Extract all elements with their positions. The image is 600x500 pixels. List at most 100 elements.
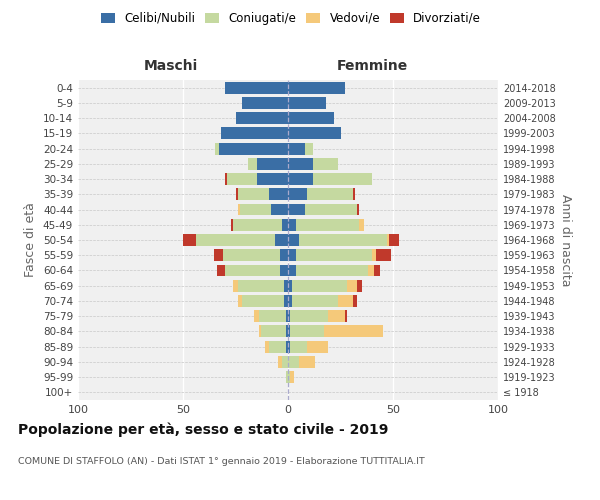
Bar — [235, 188, 238, 200]
Bar — [296, 219, 359, 230]
Bar — [296, 264, 368, 276]
Text: Popolazione per età, sesso e stato civile - 2019: Popolazione per età, sesso e stato civil… — [18, 422, 388, 437]
Text: COMUNE DI STAFFOLO (AN) - Dati ISTAT 1° gennaio 2019 - Elaborazione TUTTITALIA.I: COMUNE DI STAFFOLO (AN) - Dati ISTAT 1° … — [18, 458, 425, 466]
Bar — [217, 264, 225, 276]
Bar — [238, 188, 269, 200]
Bar — [254, 310, 259, 322]
Bar — [238, 280, 284, 291]
Bar — [296, 250, 372, 261]
Bar — [218, 142, 288, 154]
Bar — [280, 250, 288, 261]
Bar — [269, 188, 288, 200]
Bar — [288, 158, 313, 170]
Bar — [284, 295, 288, 307]
Bar — [288, 371, 290, 383]
Legend: Celibi/Nubili, Coniugati/e, Vedovi/e, Divorziati/e: Celibi/Nubili, Coniugati/e, Vedovi/e, Di… — [97, 8, 485, 28]
Bar — [242, 97, 288, 109]
Bar — [313, 158, 338, 170]
Bar — [215, 250, 223, 261]
Bar — [286, 310, 288, 322]
Bar — [238, 295, 242, 307]
Bar — [259, 310, 286, 322]
Bar — [269, 340, 286, 352]
Bar — [280, 264, 288, 276]
Bar — [324, 326, 383, 338]
Bar — [353, 295, 358, 307]
Bar — [292, 280, 347, 291]
Bar — [288, 173, 313, 185]
Bar — [313, 173, 372, 185]
Bar — [288, 356, 299, 368]
Bar — [259, 326, 260, 338]
Bar — [240, 204, 271, 216]
Bar — [288, 234, 299, 246]
Bar — [242, 295, 284, 307]
Bar — [183, 234, 196, 246]
Bar — [277, 356, 282, 368]
Bar — [353, 188, 355, 200]
Bar — [288, 340, 290, 352]
Bar — [265, 340, 269, 352]
Bar — [227, 173, 257, 185]
Bar — [232, 219, 233, 230]
Bar — [286, 340, 288, 352]
Bar — [358, 280, 361, 291]
Bar — [221, 128, 288, 140]
Bar — [271, 204, 288, 216]
Bar — [374, 264, 380, 276]
Bar — [288, 295, 292, 307]
Bar — [358, 204, 359, 216]
Text: Femmine: Femmine — [337, 58, 407, 72]
Bar — [288, 82, 345, 94]
Bar — [288, 264, 296, 276]
Bar — [288, 219, 296, 230]
Bar — [288, 97, 326, 109]
Bar — [299, 234, 387, 246]
Bar — [223, 250, 280, 261]
Bar — [275, 234, 288, 246]
Bar — [215, 142, 218, 154]
Bar — [233, 280, 238, 291]
Bar — [257, 173, 288, 185]
Bar — [286, 371, 288, 383]
Bar — [389, 234, 400, 246]
Bar — [305, 142, 313, 154]
Bar — [282, 356, 288, 368]
Bar — [282, 219, 288, 230]
Bar — [225, 173, 227, 185]
Bar — [288, 128, 341, 140]
Bar — [288, 280, 292, 291]
Bar — [299, 356, 316, 368]
Bar — [196, 234, 275, 246]
Bar — [248, 158, 257, 170]
Bar — [338, 295, 353, 307]
Bar — [387, 234, 389, 246]
Y-axis label: Anni di nascita: Anni di nascita — [559, 194, 572, 286]
Bar — [286, 326, 288, 338]
Bar — [345, 310, 347, 322]
Bar — [288, 326, 290, 338]
Bar — [328, 310, 345, 322]
Text: Maschi: Maschi — [144, 58, 198, 72]
Bar — [257, 158, 288, 170]
Bar — [288, 142, 305, 154]
Bar — [225, 82, 288, 94]
Bar — [290, 326, 324, 338]
Bar — [288, 204, 305, 216]
Bar — [290, 310, 328, 322]
Bar — [376, 250, 391, 261]
Bar — [288, 188, 307, 200]
Bar — [307, 188, 353, 200]
Bar — [288, 310, 290, 322]
Bar — [288, 250, 296, 261]
Bar — [290, 371, 295, 383]
Bar — [368, 264, 374, 276]
Bar — [233, 219, 282, 230]
Bar — [238, 204, 240, 216]
Bar — [347, 280, 358, 291]
Bar — [290, 340, 307, 352]
Bar — [292, 295, 338, 307]
Bar — [372, 250, 376, 261]
Bar — [359, 219, 364, 230]
Bar — [235, 112, 288, 124]
